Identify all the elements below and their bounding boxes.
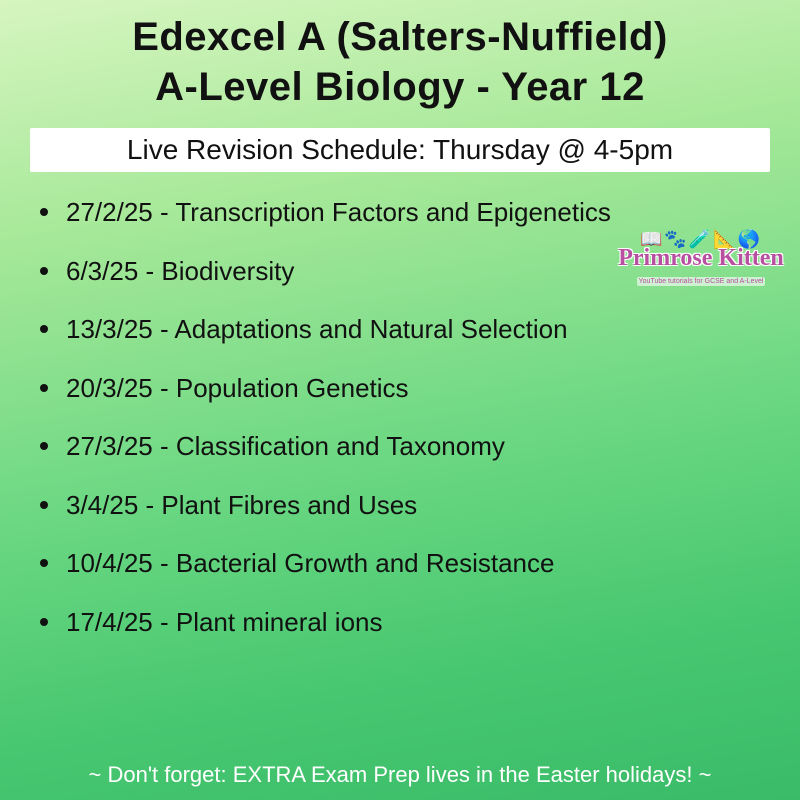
schedule-item: 3/4/25 - Plant Fibres and Uses	[38, 489, 762, 522]
schedule-item: 20/3/25 - Population Genetics	[38, 372, 762, 405]
subtitle-text: Live Revision Schedule: Thursday @ 4-5pm	[127, 134, 673, 165]
page-title: Edexcel A (Salters-Nuffield) A-Level Bio…	[0, 0, 800, 110]
schedule-item: 27/2/25 - Transcription Factors and Epig…	[38, 196, 762, 229]
title-line-1: Edexcel A (Salters-Nuffield)	[132, 15, 668, 59]
schedule-item: 10/4/25 - Bacterial Growth and Resistanc…	[38, 547, 762, 580]
schedule-item: 17/4/25 - Plant mineral ions	[38, 606, 762, 639]
brand-tagline: YouTube tutorials for GCSE and A-Level	[637, 277, 766, 286]
schedule-item: 27/3/25 - Classification and Taxonomy	[38, 430, 762, 463]
schedule-item: 13/3/25 - Adaptations and Natural Select…	[38, 313, 762, 346]
footer-text: ~ Don't forget: EXTRA Exam Prep lives in…	[89, 762, 712, 787]
subtitle-bar: Live Revision Schedule: Thursday @ 4-5pm	[30, 128, 770, 172]
brand-name: Primrose Kitten	[616, 246, 786, 270]
footer-note: ~ Don't forget: EXTRA Exam Prep lives in…	[0, 762, 800, 788]
title-line-2: A-Level Biology - Year 12	[0, 64, 800, 110]
brand-logo: 📖🐾🧪📐🌎 Primrose Kitten YouTube tutorials …	[616, 230, 786, 288]
